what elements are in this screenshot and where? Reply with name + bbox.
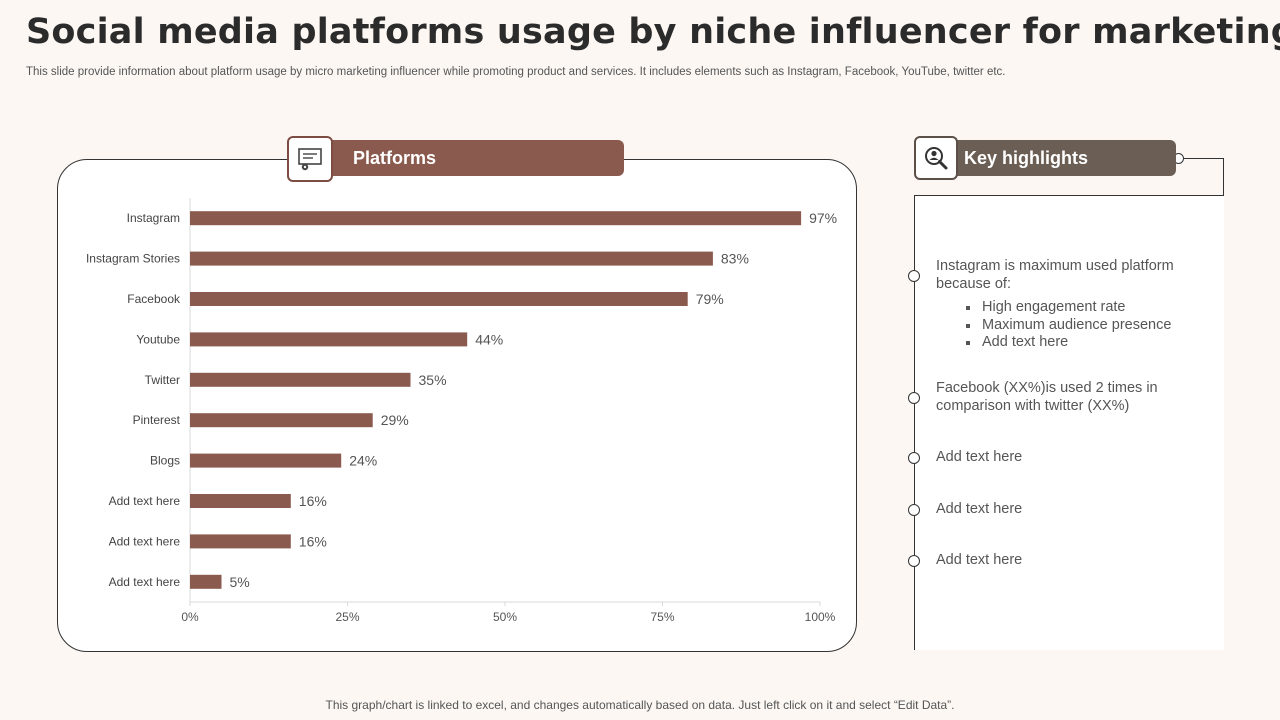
- highlight-bullet: Maximum audience presence: [966, 317, 1196, 335]
- highlight-item-5: Add text here: [936, 552, 1023, 568]
- category-label: Youtube: [136, 332, 180, 346]
- bar: [190, 453, 342, 468]
- data-label: 97%: [809, 210, 837, 226]
- category-label: Blogs: [150, 454, 180, 468]
- bar: [190, 372, 411, 387]
- highlight-bullet: High engagement rate: [966, 299, 1196, 317]
- highlight-item-3: Add text here: [936, 449, 1023, 465]
- key-highlights-panel: [914, 196, 1224, 650]
- data-label: 5%: [230, 574, 250, 590]
- bar: [190, 494, 291, 508]
- bar: [190, 251, 713, 266]
- highlight-connector-line: [1178, 158, 1224, 196]
- highlight-marker: [908, 452, 920, 464]
- presentation-board-icon: [287, 136, 333, 182]
- data-label: 83%: [721, 251, 749, 267]
- data-label: 44%: [475, 331, 503, 347]
- x-tick-label: 0%: [181, 610, 199, 624]
- highlight-item-1-text: Instagram is maximum used platform becau…: [936, 258, 1174, 292]
- slide-subtitle: This slide provide information about pla…: [26, 66, 1006, 78]
- highlight-marker: [908, 504, 920, 516]
- highlight-item-4: Add text here: [936, 501, 1023, 517]
- data-label: 16%: [299, 533, 327, 549]
- category-label: Twitter: [145, 373, 180, 387]
- bar: [190, 211, 802, 226]
- category-label: Add text here: [109, 494, 181, 508]
- category-label: Instagram: [127, 211, 180, 225]
- highlight-item-2: Facebook (XX%)is used 2 times in compari…: [936, 380, 1158, 414]
- key-highlights-header-tab: Key highlights: [956, 140, 1176, 176]
- bar: [190, 292, 688, 306]
- highlight-marker: [908, 270, 920, 282]
- x-tick-label: 25%: [335, 610, 359, 624]
- category-label: Pinterest: [133, 413, 181, 427]
- bar: [190, 534, 291, 549]
- category-label: Facebook: [127, 292, 181, 306]
- highlight-bullet-list: High engagement rate Maximum audience pr…: [936, 299, 1196, 352]
- highlight-marker: [908, 555, 920, 567]
- slide-title: Social media platforms usage by niche in…: [26, 12, 1280, 52]
- platforms-header-label: Platforms: [353, 148, 437, 168]
- highlight-bullet: Add text here: [966, 334, 1196, 352]
- slide-footer-note: This graph/chart is linked to excel, and…: [325, 698, 955, 712]
- highlight-item-1: Instagram is maximum used platform becau…: [936, 257, 1196, 352]
- magnifier-person-icon: [914, 136, 958, 180]
- bar: [190, 574, 222, 589]
- category-label: Instagram Stories: [86, 252, 180, 266]
- x-tick-label: 75%: [650, 610, 674, 624]
- x-tick-label: 50%: [493, 610, 517, 624]
- highlight-marker: [908, 392, 920, 404]
- data-label: 24%: [349, 453, 377, 469]
- platforms-header-tab: Platforms: [330, 140, 624, 176]
- bar: [190, 332, 468, 347]
- highlight-panel-top-border: [914, 195, 1224, 196]
- data-label: 79%: [696, 291, 724, 307]
- key-highlights-header-label: Key highlights: [964, 148, 1089, 168]
- category-label: Add text here: [109, 534, 181, 548]
- data-label: 16%: [299, 493, 327, 509]
- x-tick-label: 100%: [805, 610, 836, 624]
- data-label: 29%: [381, 412, 409, 428]
- bar: [190, 413, 373, 428]
- data-label: 35%: [419, 372, 447, 388]
- category-label: Add text here: [109, 575, 181, 589]
